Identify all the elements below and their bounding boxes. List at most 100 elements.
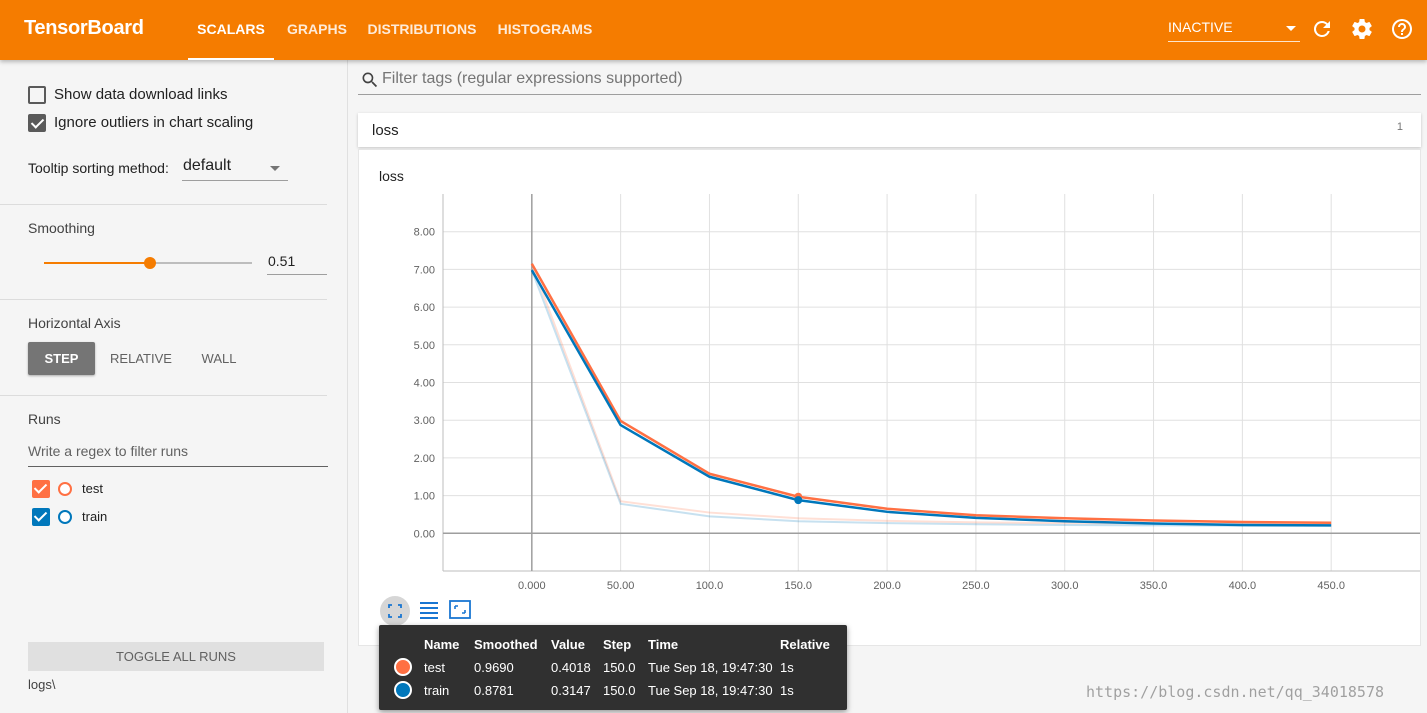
run-color-icon <box>58 510 72 524</box>
chart-title: loss <box>379 168 404 184</box>
raw-line-test <box>530 263 1332 525</box>
tooltip-sorting-label: Tooltip sorting method: <box>28 160 169 176</box>
tooltip-header-smoothed: Smoothed <box>474 637 538 652</box>
run-checkbox-test[interactable] <box>32 480 50 498</box>
toggle-all-runs-button[interactable]: TOGGLE ALL RUNS <box>28 642 324 671</box>
app-title: TensorBoard <box>24 17 144 39</box>
runs-title: Runs <box>28 411 61 427</box>
top-app-bar: TensorBoard SCALARS GRAPHS DISTRIBUTIONS… <box>0 0 1427 60</box>
tooltip-header-step: Step <box>603 637 632 652</box>
tooltip-cell: 150.0 <box>603 683 636 698</box>
y-tick-label: 8.00 <box>414 227 435 239</box>
loss-chart[interactable]: 0.000 50.00 100.0 150.0 200.0 250.0 300.0 350.0… <box>359 150 1420 645</box>
tooltip-cell: Tue Sep 18, 19:47:30 <box>648 683 773 698</box>
expand-chart-button[interactable] <box>380 596 410 626</box>
tooltip-sorting-value: default <box>183 157 232 174</box>
watermark: https://blog.csdn.net/qq_34018578 <box>1086 683 1385 701</box>
tag-filter-placeholder: Filter tags (regular expressions support… <box>382 70 683 87</box>
tab-graphs[interactable]: GRAPHS <box>287 21 347 37</box>
list-lines-icon <box>420 602 438 619</box>
x-tick-label: 250.0 <box>962 580 990 592</box>
tooltip-header-relative: Relative <box>780 637 830 652</box>
search-icon <box>362 72 378 88</box>
tooltip-header-value: Value <box>551 637 585 652</box>
y-tick-label: 4.00 <box>414 378 435 390</box>
toggle-log-scale-button[interactable] <box>416 597 442 623</box>
y-tick-label: 0.00 <box>414 528 435 540</box>
tooltip-cell: 150.0 <box>603 660 636 675</box>
refresh-icon[interactable] <box>1310 17 1334 41</box>
smoothing-title: Smoothing <box>28 220 95 236</box>
smoothing-slider[interactable] <box>44 257 252 269</box>
y-tick-label: 7.00 <box>414 264 435 276</box>
help-icon[interactable] <box>1390 17 1414 41</box>
y-tick-label: 2.00 <box>414 453 435 465</box>
tooltip-cell: 1s <box>780 660 794 675</box>
category-title: loss <box>372 122 399 139</box>
chart-card: loss 0.000 50.00 100.0 150.0 200.0 250.0 300.0… <box>358 149 1421 646</box>
chevron-down-icon <box>1286 26 1296 31</box>
tooltip-cell: 0.3147 <box>551 683 591 698</box>
checkbox-unchecked-icon[interactable] <box>28 86 46 104</box>
tag-filter-input[interactable]: Filter tags (regular expressions support… <box>358 66 1421 95</box>
smoothing-slider-handle[interactable] <box>144 257 157 269</box>
category-header-loss[interactable]: loss 1 <box>358 113 1421 147</box>
x-tick-label: 0.000 <box>518 580 546 592</box>
runs-filter-input[interactable]: Write a regex to filter runs <box>28 440 328 467</box>
x-tick-label: 150.0 <box>785 580 813 592</box>
tab-histograms[interactable]: HISTOGRAMS <box>497 21 593 37</box>
tab-scalars[interactable]: SCALARS <box>188 0 274 60</box>
tooltip-header-time: Time <box>648 637 679 652</box>
x-tick-label: 350.0 <box>1140 580 1168 592</box>
divider <box>0 299 327 300</box>
inactive-dashboards-select[interactable]: INACTIVE <box>1168 16 1300 42</box>
tooltip-cell: 0.9690 <box>474 660 514 675</box>
tooltip-sorting-select[interactable]: default <box>182 155 288 181</box>
fit-to-data-icon <box>449 600 471 619</box>
data-tooltip: Name Smoothed Value Step Time Relative t… <box>379 625 847 710</box>
tooltip-cell: train <box>424 683 450 698</box>
run-color-icon <box>58 482 72 496</box>
divider <box>0 204 327 205</box>
tooltip-header-name: Name <box>424 637 460 652</box>
y-tick-label: 3.00 <box>414 415 435 427</box>
run-color-dot-test <box>394 658 412 676</box>
run-color-dot-train <box>394 681 412 699</box>
gear-icon[interactable] <box>1350 17 1374 41</box>
tooltip-cell: 0.8781 <box>474 683 514 698</box>
x-tick-label: 300.0 <box>1051 580 1079 592</box>
smoothing-input[interactable]: 0.51 <box>267 250 327 275</box>
x-tick-label: 400.0 <box>1229 580 1257 592</box>
divider <box>0 395 327 396</box>
sidebar: Show data download links Ignore outliers… <box>0 60 348 713</box>
x-tick-label: 100.0 <box>696 580 724 592</box>
category-count: 1 <box>1396 121 1403 133</box>
axis-step-button[interactable]: STEP <box>28 342 95 375</box>
fit-domain-button[interactable] <box>447 597 473 623</box>
run-name: test <box>82 481 103 496</box>
horizontal-axis-title: Horizontal Axis <box>28 315 121 331</box>
tab-distributions[interactable]: DISTRIBUTIONS <box>367 21 477 37</box>
tooltip-cell: 1s <box>780 683 794 698</box>
axis-wall-button[interactable]: WALL <box>201 351 237 366</box>
x-tick-label: 50.00 <box>607 580 635 592</box>
tooltip-cell: Tue Sep 18, 19:47:30 <box>648 660 773 675</box>
run-name: train <box>82 509 108 524</box>
show-download-links-label: Show data download links <box>54 86 228 103</box>
y-tick-label: 1.00 <box>414 491 435 503</box>
axis-relative-button[interactable]: RELATIVE <box>110 351 172 366</box>
smoothed-line-train <box>530 269 1332 527</box>
checkbox-checked-icon[interactable] <box>28 114 46 132</box>
run-checkbox-train[interactable] <box>32 508 50 526</box>
chevron-down-icon <box>270 166 280 171</box>
logdir-label: logs\ <box>28 677 56 692</box>
x-tick-label: 200.0 <box>873 580 901 592</box>
inactive-select-label: INACTIVE <box>1168 19 1233 35</box>
tooltip-cell: 0.4018 <box>551 660 591 675</box>
smoothing-slider-fill <box>44 262 151 264</box>
hover-point-train <box>794 496 803 505</box>
y-tick-label: 6.00 <box>414 302 435 314</box>
ignore-outliers-label: Ignore outliers in chart scaling <box>54 114 254 131</box>
smoothed-line-test <box>530 263 1332 524</box>
raw-line-train <box>530 269 1332 527</box>
